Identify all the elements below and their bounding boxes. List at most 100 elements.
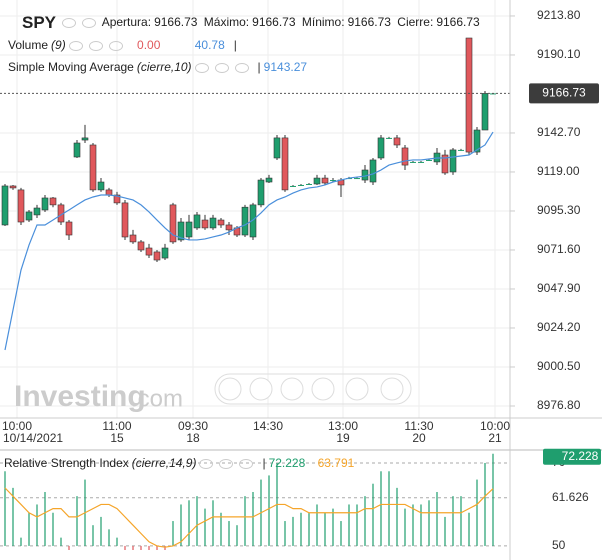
candle-body: [201, 219, 209, 229]
candle-body: [1, 185, 9, 226]
candle-body: [49, 197, 57, 206]
x-tick-label: 14:30: [253, 419, 283, 433]
x-date-label: 10/14/2021: [3, 431, 63, 445]
high-label: Máximo:: [203, 15, 250, 30]
last-price-label: 9166.73: [542, 86, 586, 100]
rsi-value-box: [543, 448, 601, 465]
sma-name: Simple Moving Average: [8, 60, 134, 74]
candle-body: [410, 161, 416, 163]
candle-body: [105, 189, 113, 196]
candle-body: [153, 251, 161, 261]
y-tick-label: 9119.00: [537, 164, 580, 178]
y-tick-label: 9024.20: [537, 320, 581, 334]
candle-body: [441, 154, 449, 174]
candle-body: [273, 137, 281, 159]
rsi-params: (cierre,14,9): [131, 456, 197, 470]
candle-body: [65, 221, 73, 236]
candle-body: [473, 129, 481, 153]
candle-body: [145, 247, 153, 256]
low-label: Mínimo:: [301, 15, 345, 30]
y-tick-label: 9095.30: [537, 203, 581, 217]
x-date-label: 15: [110, 431, 124, 445]
x-tick-label: 10:00: [480, 419, 510, 433]
volume-value: 0.00: [137, 38, 161, 52]
x-tick-label: 10:00: [2, 419, 32, 433]
candle-body: [129, 234, 137, 243]
candle-body: [426, 159, 432, 161]
tool-button[interactable]: [311, 377, 335, 401]
x-date-label: 18: [186, 431, 200, 445]
price-legend: SPY Apertura: 9166.73 Máximo: 9166.73 Míni…: [22, 13, 483, 33]
candle-body: [458, 149, 464, 151]
candle-body: [481, 93, 489, 131]
candle-body: [89, 144, 97, 191]
candle-body: [25, 211, 33, 221]
candle-body: [265, 177, 273, 183]
x-date-label: 19: [336, 431, 350, 445]
toolbar[interactable]: [214, 373, 412, 405]
candle-body: [377, 137, 385, 159]
rsi-name: Relative Strength Index: [4, 456, 129, 470]
candle-body: [217, 219, 225, 226]
candle-body: [177, 221, 185, 241]
candle-body: [161, 247, 169, 259]
candle-body: [209, 217, 217, 229]
x-tick-label: 11:00: [102, 419, 131, 433]
candle-body: [121, 202, 129, 238]
y-tick-label: 9190.10: [537, 47, 581, 61]
sma-line: [4, 131, 494, 351]
candle-body: [41, 197, 49, 211]
volume-name: Volume: [8, 38, 49, 52]
rsi-value-label: 72.228: [562, 449, 599, 463]
rsi-ma-line: [4, 487, 494, 548]
tool-button[interactable]: [345, 377, 369, 401]
sma-params: (cierre,10): [136, 60, 192, 74]
tool-button[interactable]: [280, 377, 304, 401]
candle-body: [17, 189, 25, 223]
candle-body: [113, 194, 121, 204]
candle-body: [321, 177, 329, 184]
tool-button[interactable]: [249, 377, 273, 401]
close-label: Cierre:: [397, 15, 434, 30]
candle-body: [418, 161, 424, 163]
close-value: 9166.73: [436, 15, 480, 30]
candle-body: [354, 178, 360, 180]
tool-button[interactable]: [380, 377, 404, 401]
candle-body: [97, 181, 105, 191]
candle-body: [306, 183, 312, 185]
toolbar-frame: [214, 373, 412, 405]
watermark-suffix: .com: [131, 385, 183, 412]
x-date-label: 21: [488, 431, 502, 445]
open-label: Apertura:: [101, 15, 152, 30]
candle-body: [225, 224, 233, 231]
candle-body: [313, 177, 321, 185]
sma-value: 9143.27: [263, 60, 308, 74]
high-value: 9166.73: [252, 15, 296, 30]
candle-body: [169, 204, 177, 243]
x-tick-label: 13:00: [328, 419, 358, 433]
candle-body: [330, 180, 336, 182]
y-tick-label: 9047.90: [537, 281, 581, 295]
candle-body: [9, 185, 17, 189]
x-tick-label: 09:30: [178, 419, 208, 433]
x-date-label: 20: [412, 431, 426, 445]
candle-body: [73, 142, 81, 158]
rsi-legend: Relative Strength Index (cierre,14,9) | 72.…: [4, 456, 355, 470]
x-tick-label: 11:30: [404, 419, 433, 433]
candle-body: [193, 214, 201, 229]
candle-body: [369, 159, 377, 183]
candle-body: [281, 137, 289, 191]
tool-button[interactable]: [218, 377, 242, 401]
y-tick-label: 9000.50: [537, 359, 581, 373]
rsi-tick-label: 50: [552, 538, 566, 552]
symbol: SPY: [22, 13, 57, 32]
volume-value: 40.78: [194, 38, 225, 52]
sma-legend: Simple Moving Average (cierre,10) | 9143.27: [8, 60, 308, 74]
candle-body: [257, 179, 265, 206]
last-price-box: [529, 83, 599, 104]
y-tick-label: 8976.80: [537, 398, 581, 412]
low-value: 9166.73: [347, 15, 391, 30]
candle-body: [393, 137, 401, 146]
